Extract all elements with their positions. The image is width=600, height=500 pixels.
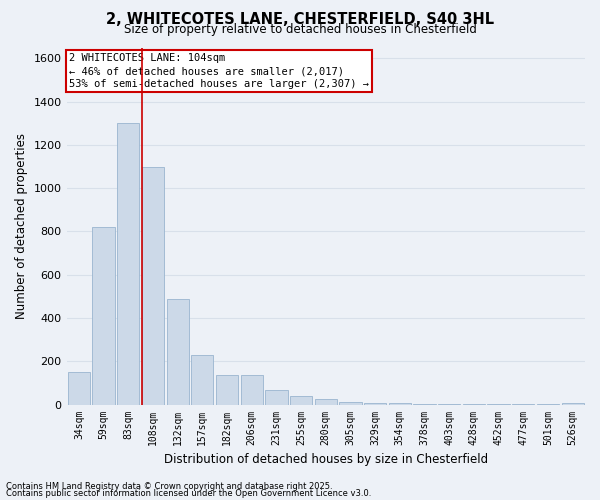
Text: Size of property relative to detached houses in Chesterfield: Size of property relative to detached ho… — [124, 22, 476, 36]
Bar — [68, 372, 90, 404]
Bar — [290, 396, 312, 404]
Text: Contains HM Land Registry data © Crown copyright and database right 2025.: Contains HM Land Registry data © Crown c… — [6, 482, 332, 491]
Y-axis label: Number of detached properties: Number of detached properties — [15, 133, 28, 319]
Bar — [562, 403, 584, 404]
X-axis label: Distribution of detached houses by size in Chesterfield: Distribution of detached houses by size … — [164, 453, 488, 466]
Text: 2 WHITECOTES LANE: 104sqm
← 46% of detached houses are smaller (2,017)
53% of se: 2 WHITECOTES LANE: 104sqm ← 46% of detac… — [69, 53, 369, 90]
Bar — [191, 355, 214, 405]
Bar — [142, 166, 164, 404]
Bar — [216, 376, 238, 404]
Bar — [340, 402, 362, 404]
Bar — [265, 390, 287, 404]
Bar — [314, 399, 337, 404]
Bar — [92, 227, 115, 404]
Bar — [117, 123, 139, 404]
Bar — [241, 376, 263, 404]
Text: Contains public sector information licensed under the Open Government Licence v3: Contains public sector information licen… — [6, 489, 371, 498]
Text: 2, WHITECOTES LANE, CHESTERFIELD, S40 3HL: 2, WHITECOTES LANE, CHESTERFIELD, S40 3H… — [106, 12, 494, 28]
Bar — [167, 298, 189, 405]
